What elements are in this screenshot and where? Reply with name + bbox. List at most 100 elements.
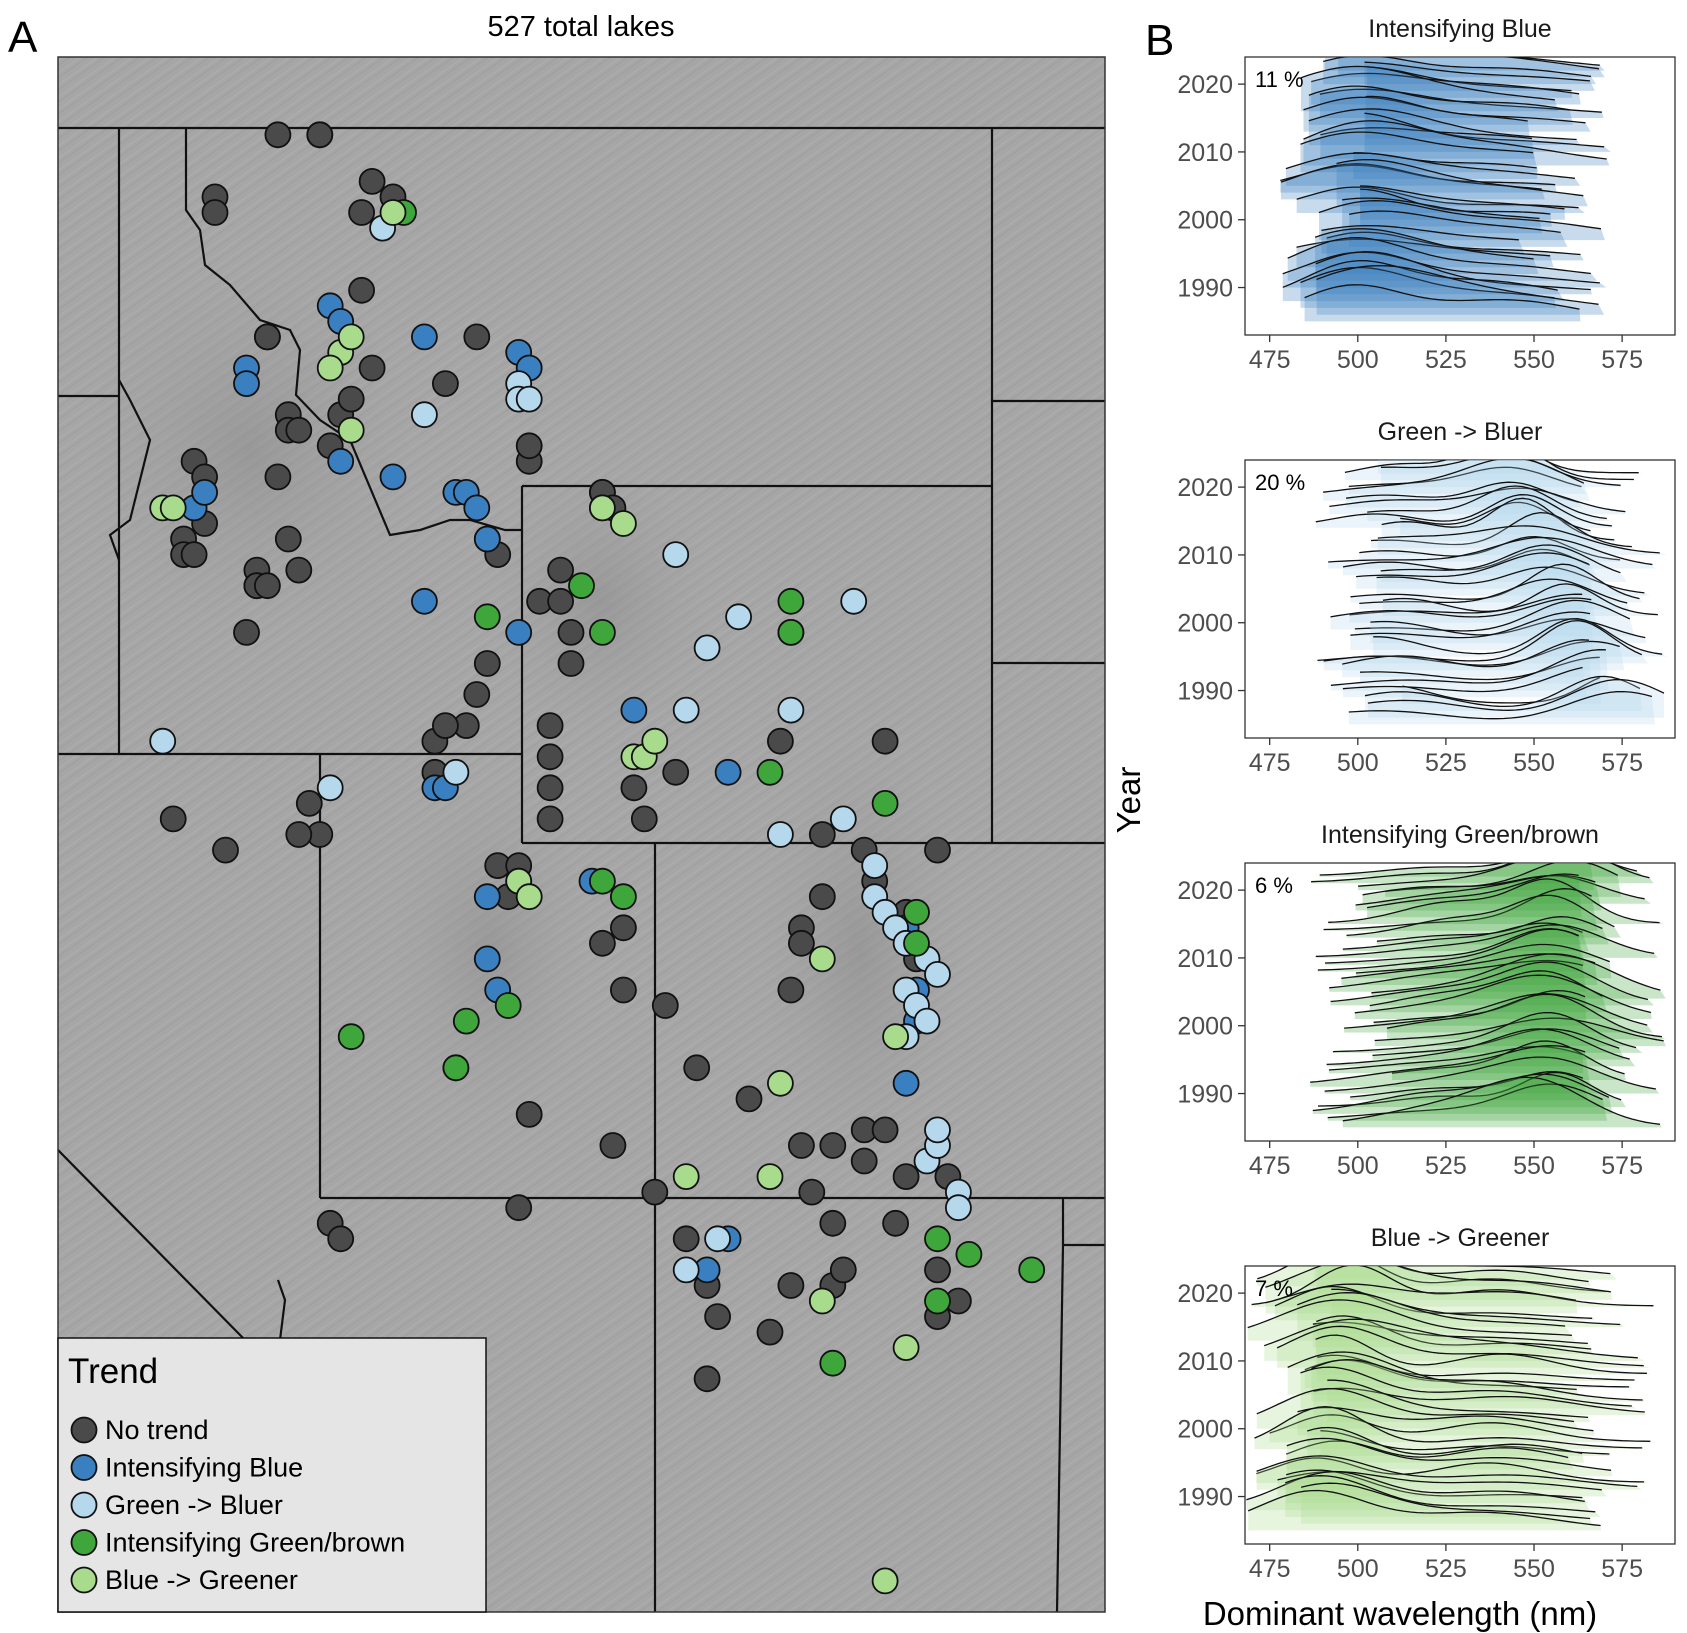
ridge-fill [1376, 567, 1651, 596]
ridge-line [1303, 120, 1607, 160]
legend-label-blue-greener: Blue -> Greener [105, 1565, 298, 1595]
y-tick-label: 2020 [1177, 877, 1233, 905]
ridge-line [1369, 970, 1603, 1007]
ridge-line [1311, 1358, 1643, 1401]
lake-point-no-trend [536, 774, 564, 802]
lake-point-no-trend [610, 914, 637, 942]
ridge-panel: Intensifying Blue 11 % 475 500 525 550 575 1990… [1110, 15, 1676, 1632]
ridge-line [1342, 922, 1583, 950]
lake-point-intensifying-blue [620, 696, 648, 724]
lake-point-green-bluer [693, 634, 721, 662]
lake-point-no-trend [798, 1178, 826, 1206]
lake-point-blue-greener [159, 494, 187, 522]
ridge-fill [1307, 1427, 1585, 1463]
lake-point-no-trend [892, 1163, 920, 1190]
lake-point-intensifying-green-brown [777, 587, 805, 615]
ridge-line [1300, 1482, 1591, 1520]
ridge-fill [1323, 641, 1625, 671]
ridge-line [1326, 1028, 1630, 1066]
y-tick-label: 2000 [1177, 610, 1233, 638]
legend-label-intensifying-green-brown: Intensifying Green/brown [105, 1528, 405, 1558]
lake-point-blue-greener [337, 323, 365, 351]
ridge-fill [1356, 552, 1592, 589]
ridge-line [1315, 494, 1612, 527]
lake-point-green-bluer [515, 385, 543, 413]
lake-point-intensifying-green-brown [903, 898, 930, 926]
lake-point-intensifying-blue [473, 945, 501, 973]
ridge-line [1342, 197, 1540, 220]
lake-point-no-trend [264, 121, 292, 149]
ridge-fill [1315, 1335, 1652, 1375]
ridge-fill [1247, 1299, 1575, 1341]
ridge-fill [1367, 679, 1665, 718]
lake-point-blue-greener [589, 494, 616, 522]
lake-point-no-trend [871, 1116, 899, 1144]
ridge-line [1311, 72, 1580, 95]
ridge-fill [1285, 153, 1581, 186]
ridge-line [1367, 485, 1607, 520]
ridge-line [1276, 1325, 1644, 1367]
lake-point-green-bluer [945, 1194, 972, 1222]
ridge-fill [1350, 1071, 1589, 1101]
ridge-fill [1326, 1028, 1636, 1067]
lake-point-no-trend [683, 1054, 711, 1082]
lake-point-intensifying-green-brown [568, 572, 595, 600]
lake-point-blue-greener [882, 1023, 909, 1051]
ridge-fill [1359, 536, 1621, 562]
ridge-fill [1331, 1289, 1625, 1327]
lake-point-blue-greener [672, 1163, 700, 1190]
ridge-line [1370, 618, 1646, 639]
ridge-fill [1269, 1414, 1656, 1443]
lake-point-blue-greener [892, 1334, 920, 1361]
ridge-fill [1373, 618, 1668, 657]
subpanel-frame [1244, 1265, 1676, 1545]
ridge-line [1287, 1351, 1577, 1391]
ridge-subpanels: Intensifying Blue 11 % 475 500 525 550 575 1990… [1177, 15, 1676, 1583]
ridge-line [1265, 1266, 1611, 1293]
lake-point-no-trend [756, 1318, 784, 1346]
ridge-fill [1362, 875, 1651, 904]
lake-point-intensifying-green-brown [442, 1054, 470, 1082]
ridge-line [1464, 1266, 1611, 1275]
lake-point-no-trend [306, 121, 334, 149]
lake-point-no-trend [557, 650, 585, 677]
lake-point-no-trend [651, 992, 679, 1019]
lake-point-no-trend [808, 883, 836, 911]
lake-point-intensifying-blue [463, 494, 491, 522]
ridges [1315, 460, 1668, 725]
ridge-fill [1300, 1367, 1637, 1409]
ridge-fill [1377, 525, 1667, 555]
ridge-line [1323, 460, 1585, 493]
ridge-fill [1275, 1286, 1596, 1321]
lake-point-blue-greener [871, 1567, 899, 1595]
ridge-fill [1327, 1084, 1608, 1121]
subpanel-percent: 6 % [1255, 873, 1293, 898]
map-title: 527 total lakes [487, 11, 674, 43]
ridge-line [1317, 1071, 1622, 1107]
lake-point-no-trend [536, 743, 564, 771]
ridge-line [1269, 1414, 1651, 1442]
y-tick-label: 2010 [1177, 1348, 1233, 1376]
lake-point-intensifying-blue [327, 447, 355, 475]
ridge-fill [1301, 66, 1559, 112]
ridge-subpanel-intensifying-green-brown: Intensifying Green/brown 6 % 475 500 525 550 5… [1177, 821, 1676, 1180]
legend-title: Trend [68, 1352, 158, 1391]
ridge-line [1364, 61, 1591, 82]
ridge-line [1256, 1387, 1575, 1423]
ridge-fill [1336, 159, 1588, 207]
ridge-line [1359, 656, 1600, 681]
lake-point-no-trend [829, 1256, 857, 1284]
lake-point-no-trend [788, 929, 815, 957]
state-borders [58, 126, 1105, 1612]
legend-box [57, 1337, 487, 1613]
lake-point-no-trend [473, 650, 501, 677]
ridge-fill [1373, 990, 1587, 1026]
ridge-line [1342, 666, 1583, 693]
ridge-line [1254, 1406, 1643, 1449]
ridge-line [1308, 85, 1570, 111]
lake-point-no-trend [285, 416, 313, 444]
lake-point-no-trend [264, 463, 292, 491]
subpanel-percent: 7 % [1255, 1276, 1293, 1301]
ridge-line [1286, 1440, 1569, 1459]
lake-point-no-trend [348, 276, 376, 304]
